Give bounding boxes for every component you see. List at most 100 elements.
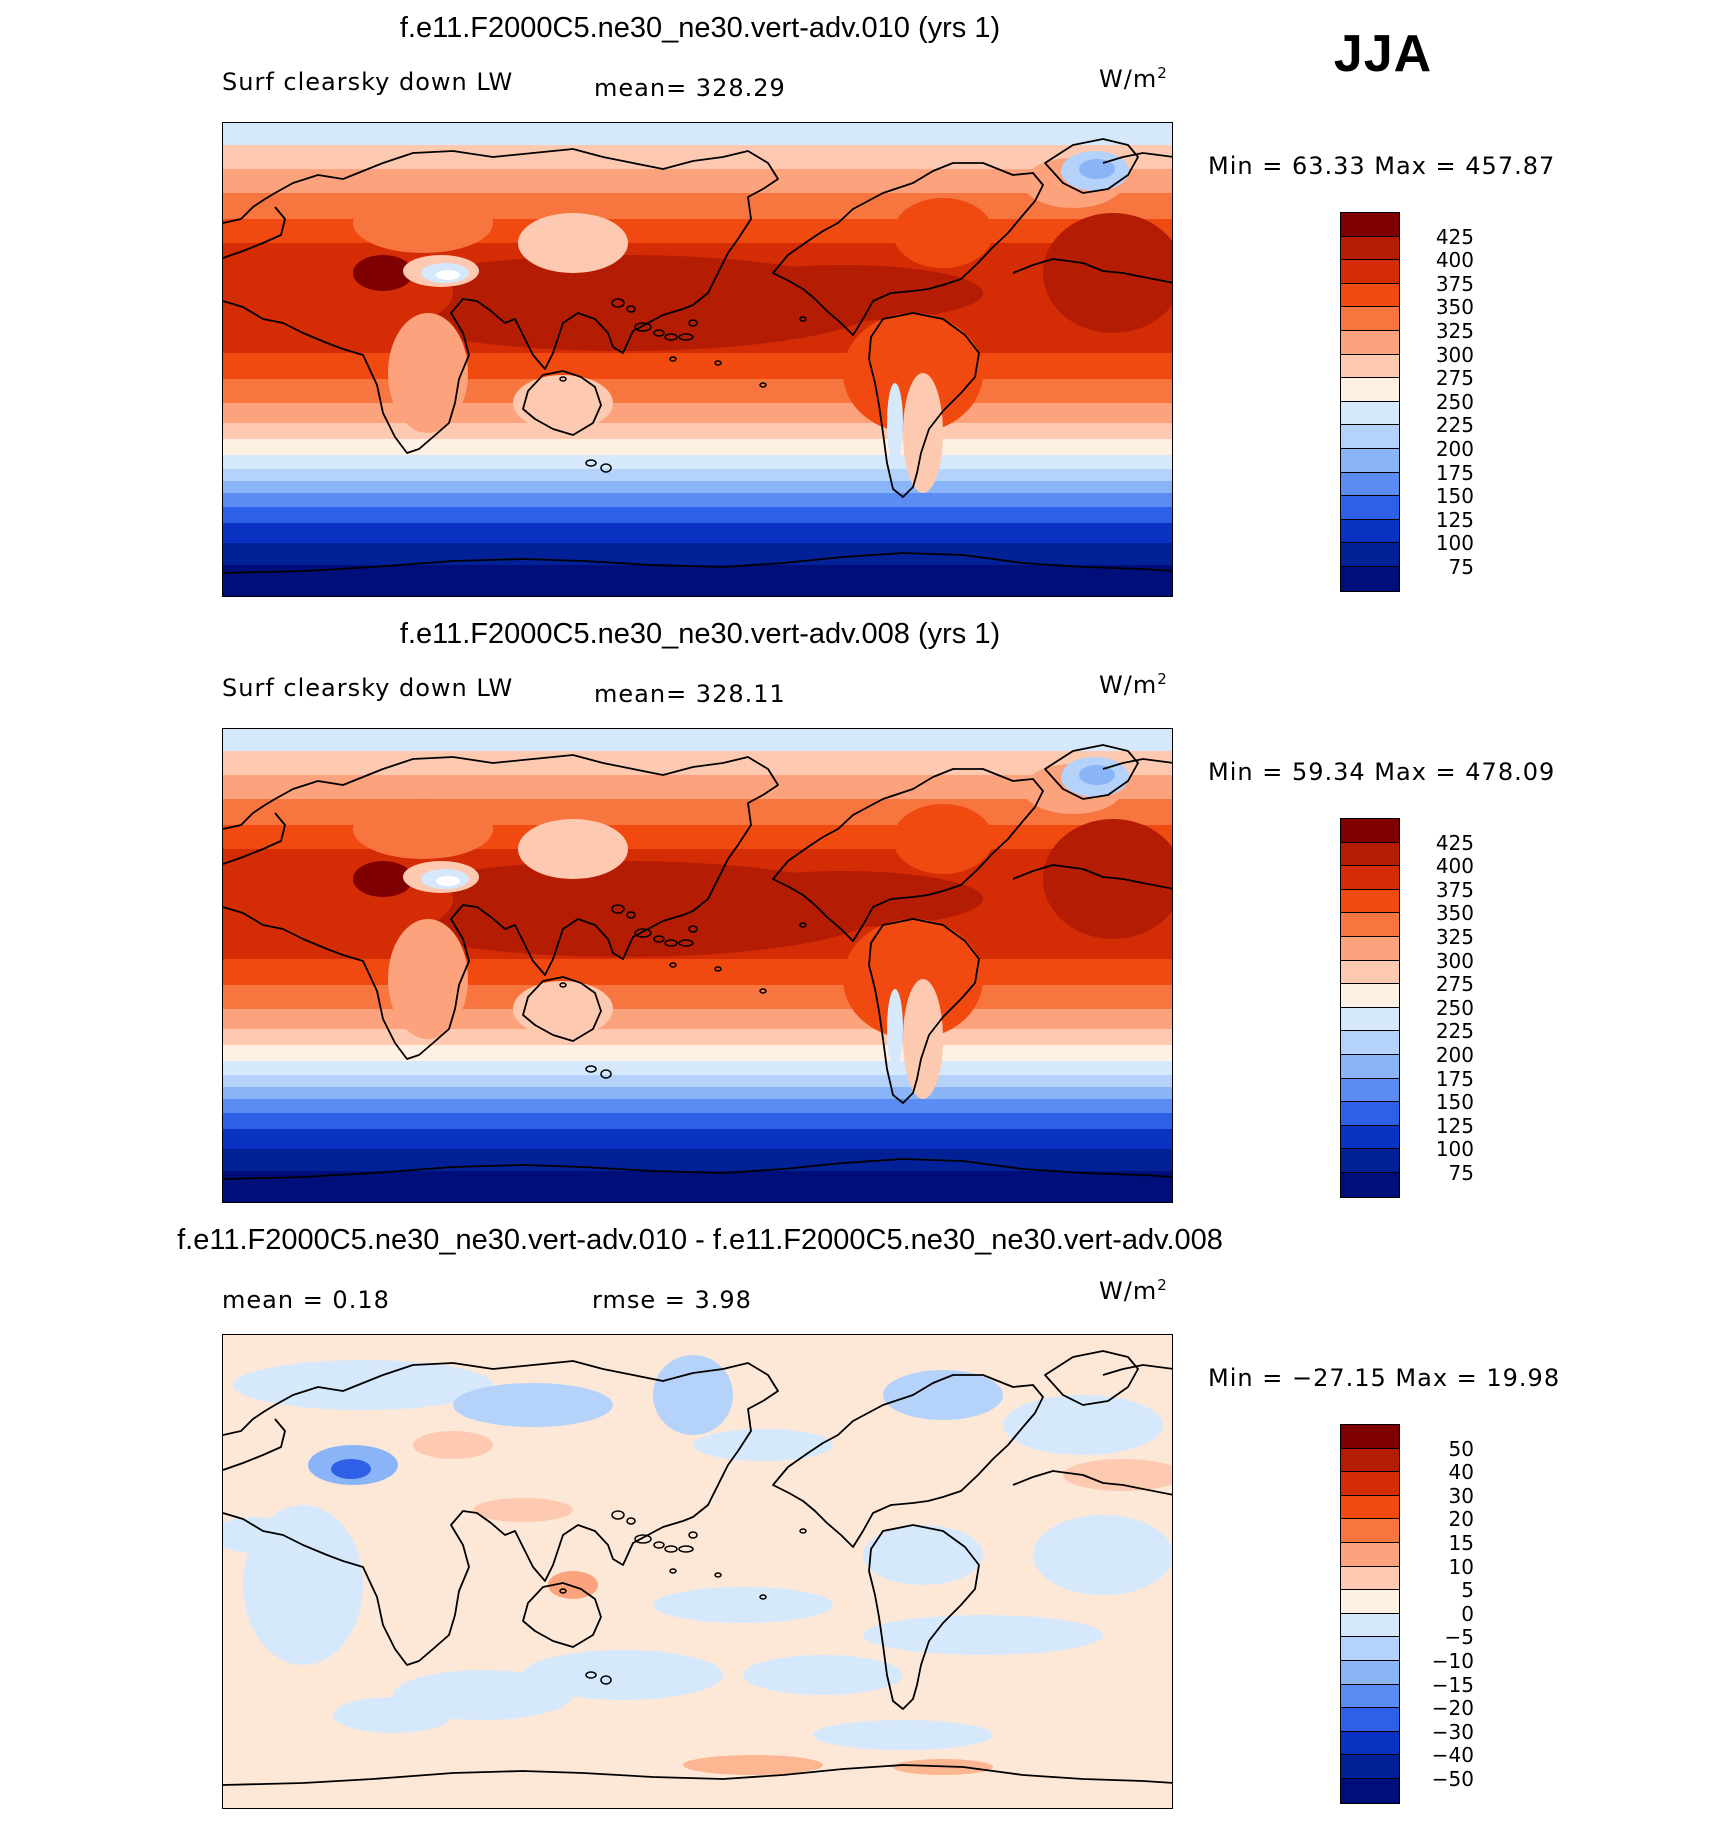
- coastline: [868, 312, 980, 498]
- colorbar-swatch: [1341, 330, 1399, 355]
- island-outline: [600, 1675, 612, 1685]
- panel-difference: f.e11.F2000C5.ne30_ne30.vert-adv.010 - f…: [0, 1212, 1710, 1812]
- island-outline: [626, 1517, 636, 1525]
- rmse-label: rmse = 3.98: [592, 1286, 752, 1314]
- island-outline: [559, 1588, 567, 1594]
- coastline: [223, 1764, 1172, 1786]
- colorbar-swatch: [1341, 566, 1399, 591]
- island-outline: [585, 1065, 597, 1073]
- colorbar-swatch: [1341, 1102, 1399, 1126]
- minmax-label: Min = 63.33 Max = 457.87: [1208, 152, 1556, 180]
- island-outline: [799, 1528, 807, 1534]
- colorbar-swatch: [1341, 913, 1399, 937]
- island-outline: [678, 333, 694, 341]
- colorbar-swatch: [1341, 984, 1399, 1008]
- island-outline: [688, 1531, 698, 1539]
- coastline: [1102, 152, 1172, 164]
- island-outline: [634, 928, 652, 938]
- colorbar-tick-label: −10: [1431, 1649, 1474, 1673]
- coastline: [1044, 744, 1139, 800]
- variable-label: Surf clearsky down LW: [222, 674, 514, 702]
- colorbar-swatch: [1341, 842, 1399, 867]
- coastline: [772, 1374, 1044, 1548]
- world-map-field: [223, 1335, 1172, 1808]
- coastline: [223, 754, 779, 1060]
- colorbar-tick-label: 150: [1435, 484, 1474, 509]
- island-outline: [759, 1594, 767, 1600]
- coastline: [1012, 1470, 1172, 1496]
- minmax-label: Min = −27.15 Max = 19.98: [1208, 1364, 1561, 1392]
- colorbar-swatch: [1341, 307, 1399, 331]
- colorbar-swatch: [1341, 1149, 1399, 1173]
- mean-label: mean = 0.18: [222, 1286, 390, 1314]
- colorbar-swatch: [1341, 1637, 1399, 1661]
- coastline: [223, 798, 276, 830]
- island-outline: [626, 911, 636, 919]
- colorbar-swatch: [1341, 1425, 1399, 1449]
- colorbar-swatch: [1341, 1731, 1399, 1756]
- colorbar-swatch: [1341, 236, 1399, 261]
- coastline: [223, 1418, 286, 1471]
- island-outline: [626, 305, 636, 313]
- island-outline: [714, 966, 722, 972]
- minmax-label: Min = 59.34 Max = 478.09: [1208, 758, 1556, 786]
- colorbar-swatch: [1341, 936, 1399, 961]
- colorbar: [1340, 212, 1400, 592]
- colorbar-tick-label: 0: [1461, 1601, 1474, 1626]
- coastline: [1012, 258, 1172, 284]
- island-outline: [559, 982, 567, 988]
- colorbar-swatch: [1341, 819, 1399, 843]
- coastline: [1044, 1350, 1139, 1406]
- panel-title: f.e11.F2000C5.ne30_ne30.vert-adv.010 (yr…: [399, 12, 1001, 44]
- island-outline: [653, 1541, 665, 1549]
- unit-label: W/m2: [1099, 1276, 1168, 1305]
- colorbar-tick-label: 200: [1435, 1043, 1474, 1067]
- colorbar-tick-label: 300: [1435, 342, 1474, 367]
- colorbar-tick-label: 250: [1435, 995, 1474, 1020]
- colorbar-tick-label: 425: [1435, 830, 1474, 855]
- colorbar-swatch: [1341, 283, 1399, 308]
- colorbar-tick-label: 350: [1435, 295, 1474, 320]
- coastline: [223, 812, 286, 865]
- colorbar-swatch: [1341, 1684, 1399, 1709]
- coastline: [522, 976, 602, 1042]
- map-difference: [222, 1334, 1173, 1809]
- island-outline: [653, 329, 665, 337]
- colorbar-tick-label: 250: [1435, 389, 1474, 414]
- map-case-008: [222, 728, 1173, 1203]
- colorbar-tick-label: 150: [1435, 1090, 1474, 1115]
- colorbar-tick-label: 325: [1435, 319, 1474, 343]
- colorbar-tick-label: 200: [1435, 437, 1474, 461]
- island-outline: [669, 962, 677, 968]
- map-case-010: [222, 122, 1173, 597]
- colorbar-tick-label: 400: [1435, 248, 1474, 273]
- colorbar-swatch: [1341, 260, 1399, 284]
- coastline: [1102, 1364, 1172, 1376]
- colorbar-swatch: [1341, 1708, 1399, 1732]
- colorbar-swatch: [1341, 866, 1399, 890]
- colorbar: [1340, 818, 1400, 1198]
- colorbar-tick-label: 275: [1435, 972, 1474, 997]
- colorbar-tick-label: 30: [1448, 1483, 1474, 1508]
- colorbar-swatch: [1341, 354, 1399, 379]
- coastline: [223, 1404, 276, 1436]
- colorbar-tick-label: 15: [1448, 1531, 1474, 1555]
- colorbar-tick-label: 350: [1435, 901, 1474, 926]
- colorbar-swatch: [1341, 425, 1399, 449]
- panel-case-010: f.e11.F2000C5.ne30_ne30.vert-adv.010 (yr…: [0, 0, 1710, 600]
- colorbar-swatch: [1341, 1172, 1399, 1197]
- coastline: [223, 206, 286, 259]
- coastline: [522, 1582, 602, 1648]
- colorbar-swatch: [1341, 889, 1399, 914]
- coastline: [223, 552, 1172, 574]
- variable-label: Surf clearsky down LW: [222, 68, 514, 96]
- colorbar-tick-label: −50: [1431, 1767, 1474, 1791]
- colorbar: [1340, 1424, 1400, 1804]
- colorbar-tick-label: −5: [1444, 1625, 1474, 1650]
- colorbar-swatch: [1341, 519, 1399, 544]
- coastline: [772, 162, 1044, 336]
- colorbar-swatch: [1341, 1031, 1399, 1055]
- coastline: [223, 192, 276, 224]
- island-outline: [611, 1510, 625, 1520]
- colorbar-tick-label: 100: [1435, 531, 1474, 556]
